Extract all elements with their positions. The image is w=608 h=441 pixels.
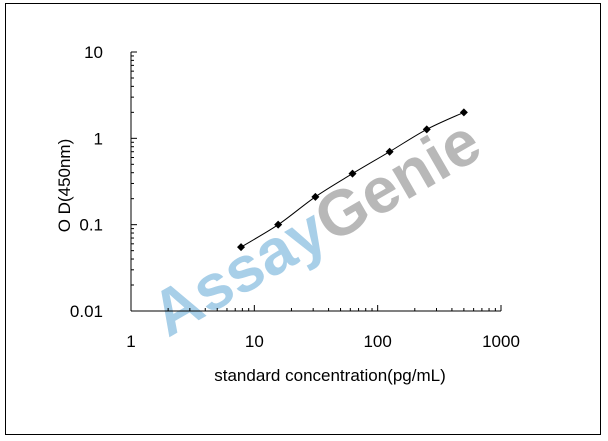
data-points [237, 108, 468, 252]
data-point-marker [422, 125, 431, 134]
data-point-marker [385, 147, 394, 156]
watermark-logo: AssayGenie [139, 105, 492, 351]
data-point-marker [274, 220, 283, 229]
data-point-marker [348, 169, 357, 178]
x-tick-label: 1 [126, 332, 135, 351]
watermark-text-part2: Genie [302, 105, 492, 256]
axis-ticks [130, 51, 502, 312]
data-point-marker [459, 108, 468, 117]
data-point-marker [237, 243, 246, 252]
y-tick-label: 10 [84, 43, 103, 62]
tick-labels: 0.01 0.1 1 10 1 10 100 1000 [70, 43, 520, 351]
y-tick-label: 0.1 [79, 216, 103, 235]
x-tick-label: 100 [363, 332, 391, 351]
watermark-text: AssayGenie [139, 105, 492, 351]
data-point-marker [311, 192, 320, 201]
y-tick-label: 1 [94, 129, 103, 148]
y-tick-label: 0.01 [70, 302, 103, 321]
x-tick-label: 1000 [482, 332, 520, 351]
x-axis-title: standard concentration(pg/mL) [214, 366, 446, 385]
y-axis-title: O D(450nm) [55, 139, 74, 233]
watermark-text-part1: Assay [139, 193, 339, 350]
chart-frame [5, 3, 601, 435]
x-tick-label: 10 [245, 332, 264, 351]
